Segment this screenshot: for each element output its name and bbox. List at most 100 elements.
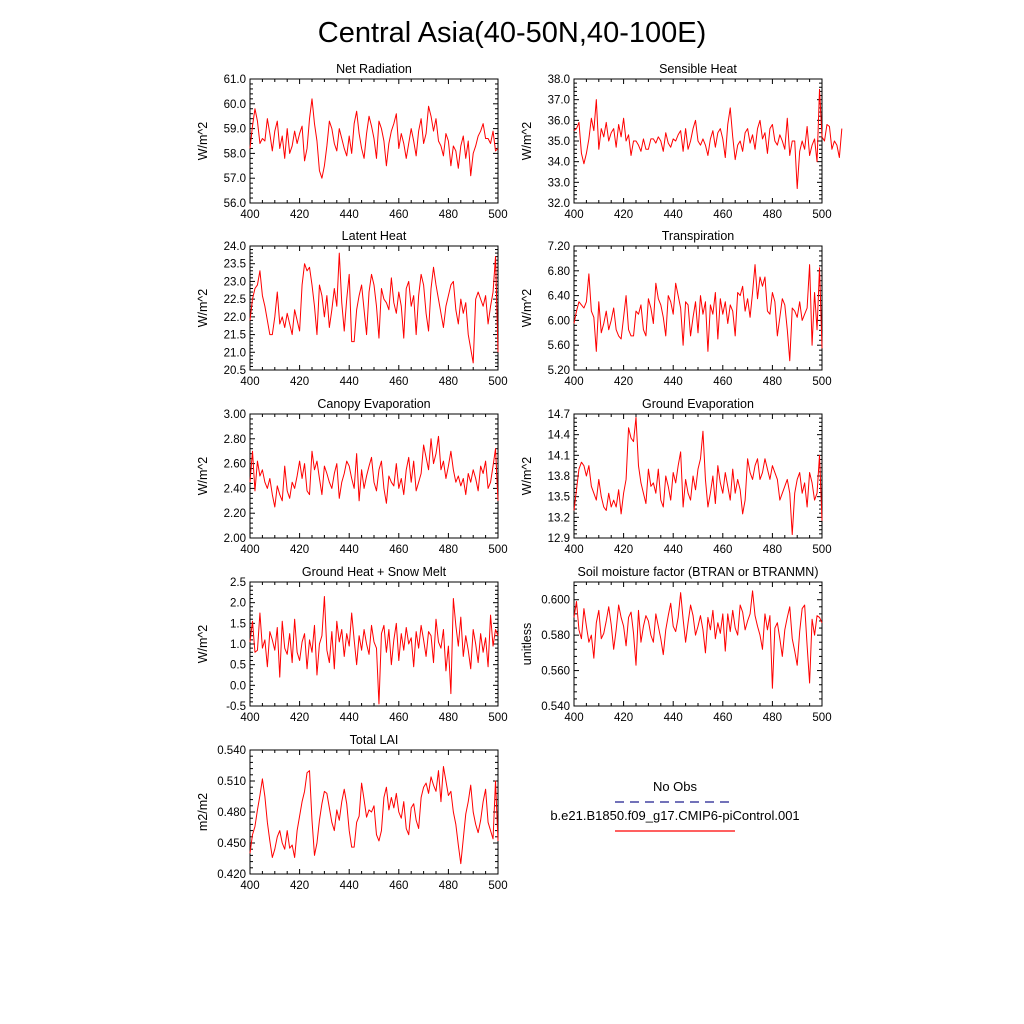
panel-title: Transpiration <box>662 229 735 243</box>
x-tick-label: 440 <box>664 712 683 724</box>
y-tick-label: 12.9 <box>548 533 570 545</box>
figure-title: Central Asia(40-50N,40-100E) <box>318 17 706 49</box>
y-tick-label: 61.0 <box>224 74 246 86</box>
panel-title: Total LAI <box>350 733 399 747</box>
y-tick-label: 56.0 <box>224 198 246 210</box>
panel-ground-heat-snow-melt: Ground Heat + Snow Melt 400 420 440 460 480 50… <box>196 565 508 724</box>
y-tick-label: 36.0 <box>548 115 570 127</box>
y-tick-label: 21.0 <box>224 347 246 359</box>
x-tick-label: 500 <box>812 376 831 388</box>
plot-frame <box>249 749 499 875</box>
y-tick-label: 0.5 <box>230 660 246 672</box>
y-axis-label: W/m^2 <box>196 625 210 664</box>
panel-canopy-evaporation: Canopy Evaporation 400 420 440 460 480 500 2.00… <box>196 397 508 556</box>
x-tick-label: 420 <box>614 376 633 388</box>
plot-frame <box>249 413 499 539</box>
x-tick-label: 400 <box>564 209 583 221</box>
y-tick-label: 58.0 <box>224 148 246 160</box>
y-tick-label: 33.0 <box>548 177 570 189</box>
y-tick-label: 59.0 <box>224 124 246 136</box>
y-tick-label: 20.5 <box>224 365 246 377</box>
y-tick-label: 6.40 <box>548 291 570 303</box>
y-tick-label: 14.1 <box>548 450 570 462</box>
y-tick-label: 0.510 <box>217 776 246 788</box>
x-tick-label: 480 <box>439 880 458 892</box>
panel-total-lai: Total LAI 400 420 440 460 480 500 0.420 0.450 0.4… <box>196 733 508 892</box>
plot-frame <box>573 413 823 539</box>
y-tick-label: 1.5 <box>230 618 246 630</box>
y-tick-label: 22.0 <box>224 312 246 324</box>
x-tick-label: 500 <box>812 209 831 221</box>
y-tick-label: 7.20 <box>548 241 570 253</box>
y-tick-label: 22.5 <box>224 294 246 306</box>
panel-sensible-heat: Sensible Heat 400 420 440 460 480 500 32.0 33.0 3… <box>520 62 843 221</box>
x-tick-label: 420 <box>290 712 309 724</box>
y-tick-label: 34.0 <box>548 157 570 169</box>
x-tick-label: 440 <box>664 209 683 221</box>
legend-case-label: b.e21.B1850.f09_g17.CMIP6-piControl.001 <box>550 808 799 823</box>
x-tick-label: 420 <box>290 880 309 892</box>
y-tick-label: 24.0 <box>224 241 246 253</box>
x-tick-label: 420 <box>290 544 309 556</box>
y-tick-label: 3.00 <box>224 409 246 421</box>
y-tick-label: 1.0 <box>230 639 246 651</box>
x-tick-label: 500 <box>488 376 507 388</box>
y-tick-label: 38.0 <box>548 74 570 86</box>
y-tick-label: 0.540 <box>217 745 246 757</box>
y-tick-label: 0.600 <box>541 595 570 607</box>
x-tick-label: 420 <box>290 376 309 388</box>
y-tick-label: 23.5 <box>224 259 246 271</box>
panel-soil-moisture-factor-btran-or-btranmn: Soil moisture factor (BTRAN or BTRANMN) 4… <box>520 565 832 724</box>
y-tick-label: 13.8 <box>548 471 570 483</box>
y-tick-label: 32.0 <box>548 198 570 210</box>
x-tick-label: 440 <box>340 376 359 388</box>
x-tick-label: 440 <box>340 880 359 892</box>
x-tick-label: 460 <box>713 209 732 221</box>
panel-ground-evaporation: Ground Evaporation 400 420 440 460 480 500 12.9… <box>520 397 832 556</box>
series-line-soil-moisture-factor-btran-or-btranmn <box>573 590 823 689</box>
x-tick-label: 400 <box>240 209 259 221</box>
y-tick-label: 2.0 <box>230 598 246 610</box>
x-tick-label: 400 <box>240 880 259 892</box>
x-tick-label: 400 <box>240 544 259 556</box>
y-axis-label: W/m^2 <box>520 289 534 328</box>
x-tick-label: 460 <box>713 712 732 724</box>
series-line-net-radiation <box>249 98 499 179</box>
y-tick-label: 6.80 <box>548 266 570 278</box>
y-tick-label: 21.5 <box>224 330 246 342</box>
x-tick-label: 400 <box>564 376 583 388</box>
panel-latent-heat: Latent Heat 400 420 440 460 480 500 20.5 21.0 21.… <box>196 229 508 388</box>
x-tick-label: 500 <box>488 544 507 556</box>
panel-net-radiation: Net Radiation 400 420 440 460 480 500 56.0 57.0 5… <box>196 62 508 221</box>
y-tick-label: 5.20 <box>548 365 570 377</box>
x-tick-label: 480 <box>439 209 458 221</box>
x-tick-label: 460 <box>389 376 408 388</box>
y-tick-label: 23.0 <box>224 276 246 288</box>
x-tick-label: 400 <box>564 712 583 724</box>
legend: No Obs b.e21.B1850.f09_g17.CMIP6-piContr… <box>550 779 800 832</box>
x-tick-label: 440 <box>340 712 359 724</box>
x-tick-label: 480 <box>763 376 782 388</box>
y-axis-label: W/m^2 <box>196 122 210 161</box>
x-tick-label: 420 <box>614 712 633 724</box>
panel-title: Ground Heat + Snow Melt <box>302 565 447 579</box>
x-tick-label: 460 <box>389 544 408 556</box>
x-tick-label: 460 <box>713 376 732 388</box>
x-tick-label: 480 <box>439 376 458 388</box>
y-tick-label: 37.0 <box>548 95 570 107</box>
panel-title: Ground Evaporation <box>642 397 754 411</box>
panel-transpiration: Transpiration 400 420 440 460 480 500 5.20 5.60 6… <box>520 229 832 388</box>
x-tick-label: 480 <box>439 712 458 724</box>
series-line-total-lai <box>249 766 499 865</box>
x-tick-label: 480 <box>763 209 782 221</box>
x-tick-label: 500 <box>812 712 831 724</box>
y-tick-label: 60.0 <box>224 99 246 111</box>
x-tick-label: 440 <box>340 209 359 221</box>
x-tick-label: 460 <box>389 712 408 724</box>
x-tick-label: 420 <box>290 209 309 221</box>
y-tick-label: 5.60 <box>548 340 570 352</box>
y-tick-label: 57.0 <box>224 173 246 185</box>
y-tick-label: 2.80 <box>224 434 246 446</box>
x-tick-label: 440 <box>664 376 683 388</box>
